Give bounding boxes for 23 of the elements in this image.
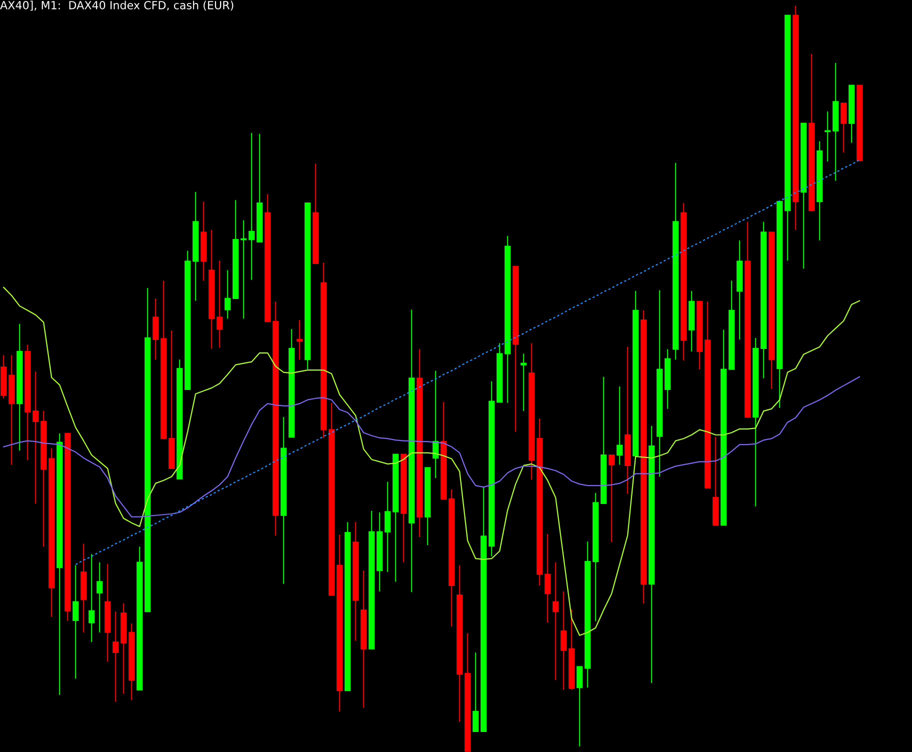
candlestick bbox=[216, 260, 223, 348]
candlestick bbox=[472, 652, 479, 732]
candlestick bbox=[112, 610, 119, 702]
candlestick bbox=[248, 132, 255, 280]
candlestick bbox=[32, 371, 39, 504]
candlestick bbox=[616, 386, 623, 466]
candlestick bbox=[96, 562, 103, 633]
candlestick bbox=[552, 562, 559, 681]
candlestick bbox=[152, 298, 159, 360]
candlestick bbox=[72, 564, 79, 680]
chart-title: AX40], M1: DAX40 Index CFD, cash (EUR) bbox=[0, 0, 234, 11]
candlestick bbox=[544, 533, 551, 624]
candlestick bbox=[224, 270, 231, 320]
candlestick bbox=[520, 353, 527, 412]
candlestick bbox=[840, 102, 847, 153]
candlestick bbox=[384, 481, 391, 573]
candlestick bbox=[296, 320, 303, 360]
candlestick bbox=[560, 590, 567, 690]
candlestick bbox=[88, 554, 95, 643]
candlestick bbox=[576, 666, 583, 747]
candlestick bbox=[608, 454, 615, 543]
candlestick bbox=[240, 220, 247, 320]
candlestick bbox=[824, 110, 831, 162]
